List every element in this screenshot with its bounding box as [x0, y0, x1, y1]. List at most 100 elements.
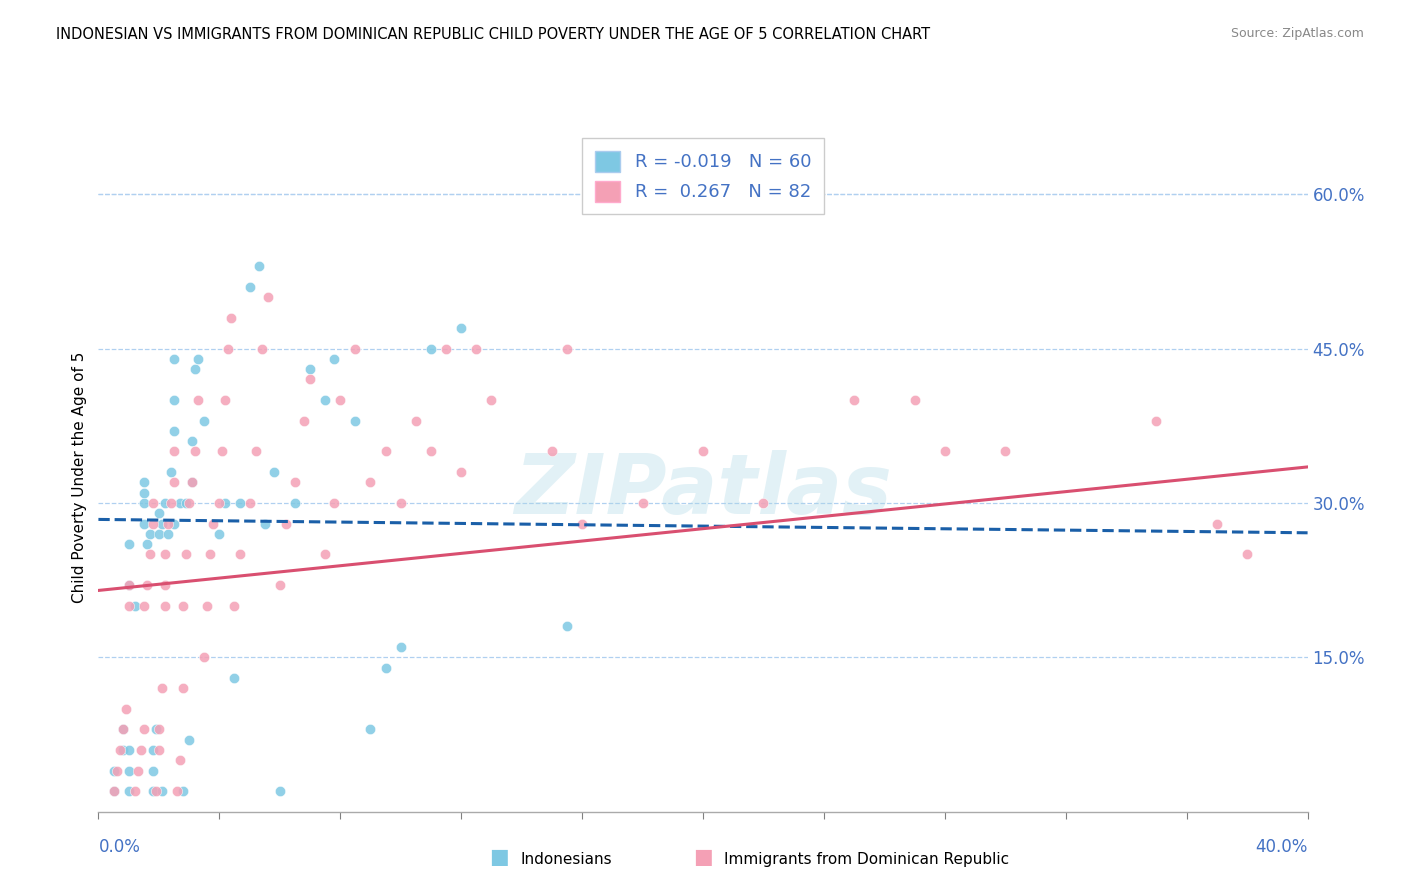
- Point: [239, 496, 262, 510]
- Point: [314, 392, 336, 407]
- Point: [844, 392, 866, 407]
- Point: [224, 599, 246, 613]
- Point: [314, 548, 336, 562]
- Point: [148, 506, 170, 520]
- Point: [284, 496, 307, 510]
- Point: [200, 548, 222, 562]
- Point: [187, 392, 209, 407]
- Point: [323, 351, 346, 366]
- Point: [156, 516, 179, 531]
- Point: [256, 290, 278, 304]
- Point: [269, 578, 291, 592]
- Point: [139, 526, 162, 541]
- Point: [405, 414, 427, 428]
- Point: [118, 743, 141, 757]
- Point: [229, 548, 252, 562]
- Point: [217, 342, 239, 356]
- Point: [450, 321, 472, 335]
- Point: [181, 434, 204, 449]
- Point: [904, 392, 927, 407]
- Point: [135, 578, 157, 592]
- Point: [571, 516, 593, 531]
- Point: [163, 392, 186, 407]
- Text: INDONESIAN VS IMMIGRANTS FROM DOMINICAN REPUBLIC CHILD POVERTY UNDER THE AGE OF : INDONESIAN VS IMMIGRANTS FROM DOMINICAN …: [56, 27, 931, 42]
- Point: [214, 496, 236, 510]
- Point: [132, 475, 155, 490]
- Point: [108, 743, 131, 757]
- Point: [374, 444, 396, 458]
- Point: [127, 764, 149, 778]
- Point: [103, 764, 125, 778]
- Text: ZIPatlas: ZIPatlas: [515, 450, 891, 531]
- Point: [132, 496, 155, 510]
- Point: [360, 723, 382, 737]
- Point: [195, 599, 218, 613]
- Point: [208, 496, 231, 510]
- Point: [142, 743, 165, 757]
- Point: [181, 475, 204, 490]
- Point: [177, 496, 201, 510]
- Point: [169, 496, 191, 510]
- Point: [166, 784, 188, 798]
- Point: [118, 578, 141, 592]
- Point: [153, 548, 176, 562]
- Point: [148, 743, 170, 757]
- Point: [129, 743, 152, 757]
- Point: [105, 764, 128, 778]
- Point: [239, 280, 262, 294]
- Point: [752, 496, 775, 510]
- Point: [169, 753, 191, 767]
- Point: [118, 599, 141, 613]
- Point: [344, 342, 367, 356]
- Point: [202, 516, 225, 531]
- Point: [389, 496, 412, 510]
- Point: [177, 732, 201, 747]
- Point: [450, 465, 472, 479]
- Point: [132, 516, 155, 531]
- Point: [555, 342, 578, 356]
- Point: [150, 516, 173, 531]
- Point: [284, 475, 307, 490]
- Point: [145, 723, 167, 737]
- Point: [245, 444, 267, 458]
- Point: [481, 392, 503, 407]
- Point: [1144, 414, 1167, 428]
- Point: [124, 784, 146, 798]
- Point: [389, 640, 412, 654]
- Point: [174, 496, 197, 510]
- Point: [163, 444, 186, 458]
- Point: [118, 578, 141, 592]
- Point: [124, 599, 146, 613]
- Point: [160, 465, 183, 479]
- Text: Immigrants from Dominican Republic: Immigrants from Dominican Republic: [724, 852, 1010, 867]
- Point: [160, 496, 183, 510]
- Y-axis label: Child Poverty Under the Age of 5: Child Poverty Under the Age of 5: [72, 351, 87, 603]
- Point: [224, 671, 246, 685]
- Point: [132, 485, 155, 500]
- Point: [172, 681, 194, 696]
- Point: [540, 444, 562, 458]
- Point: [1236, 548, 1258, 562]
- Point: [118, 537, 141, 551]
- Point: [172, 784, 194, 798]
- Point: [163, 516, 186, 531]
- Point: [145, 784, 167, 798]
- Point: [114, 702, 136, 716]
- Point: [148, 526, 170, 541]
- Point: [132, 599, 155, 613]
- Point: [374, 660, 396, 674]
- Point: [329, 392, 352, 407]
- Point: [153, 496, 176, 510]
- Point: [153, 578, 176, 592]
- Point: [156, 526, 179, 541]
- Text: ■: ■: [693, 847, 713, 867]
- Point: [142, 764, 165, 778]
- Point: [163, 351, 186, 366]
- Point: [419, 444, 441, 458]
- Text: ■: ■: [489, 847, 509, 867]
- Point: [269, 784, 291, 798]
- Point: [181, 475, 204, 490]
- Point: [184, 444, 207, 458]
- Point: [229, 496, 252, 510]
- Point: [139, 548, 162, 562]
